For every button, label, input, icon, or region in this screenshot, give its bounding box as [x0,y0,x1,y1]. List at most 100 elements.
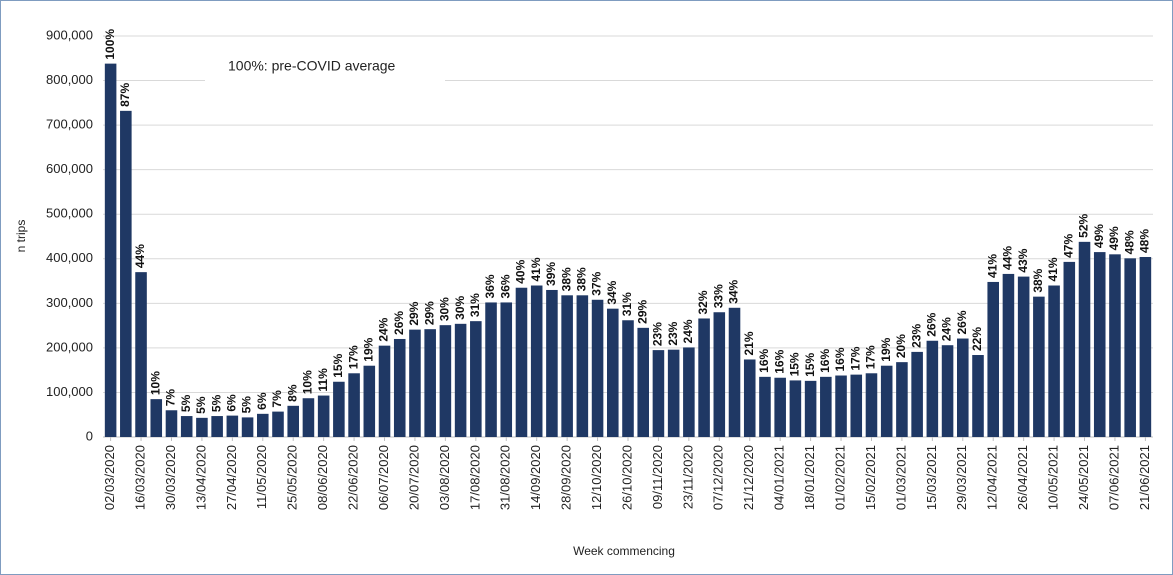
value-label: 24% [681,319,695,343]
annotation: 100%: pre-COVID average [228,58,396,74]
y-tick-label: 700,000 [46,117,93,132]
bar [880,365,893,437]
value-label: 100% [103,29,117,60]
value-label: 34% [727,279,741,303]
value-label: 49% [1107,226,1121,250]
bar [1109,254,1121,437]
bar [591,299,604,437]
value-label: 32% [696,290,710,314]
bar [104,63,117,437]
x-tick-label: 30/03/2020 [163,445,178,510]
bar [180,416,193,437]
x-tick-label: 17/08/2020 [467,445,482,510]
bar [576,295,589,437]
bar [226,415,239,437]
bar [470,321,482,437]
value-label: 41% [1046,257,1060,281]
bar [850,374,863,437]
bar [1124,258,1136,437]
bar [530,285,543,437]
value-label: 17% [848,346,862,370]
bar [698,318,710,437]
value-label: 26% [925,312,939,336]
bar [1033,296,1045,437]
bar [941,345,954,437]
value-label: 23% [651,322,665,346]
value-label: 33% [711,284,725,308]
bar [211,416,223,437]
y-tick-label: 0 [86,428,93,443]
x-tick-label: 07/12/2020 [711,445,726,510]
bar [196,417,208,437]
y-tick-label: 300,000 [46,295,93,310]
bar [865,373,878,437]
bar [713,312,726,437]
y-tick-label: 100,000 [46,384,93,399]
x-tick-label: 09/11/2020 [650,445,665,509]
y-axis-label: n trips [14,220,28,253]
x-tick-label: 02/03/2020 [102,445,117,510]
value-label: 38% [559,267,573,291]
bar [622,320,634,437]
value-label: 19% [879,337,893,361]
bar [409,329,421,437]
value-label: 29% [422,301,436,325]
bar [272,411,284,437]
bar [287,405,299,437]
value-label: 29% [635,299,649,323]
bar [972,355,984,437]
bar [743,359,756,437]
bar [759,376,771,437]
y-tick-label: 200,000 [46,339,93,354]
x-tick-label: 22/06/2020 [346,445,361,510]
x-tick-label: 08/06/2020 [315,445,330,510]
bar [165,410,178,437]
bar [896,362,908,437]
bar [926,340,939,437]
x-tick-label: 27/04/2020 [224,445,239,510]
value-label: 52% [1077,213,1091,237]
value-label: 17% [864,345,878,369]
x-tick-label: 26/10/2020 [619,445,634,510]
bar [561,295,573,437]
value-label: 7% [270,390,284,408]
x-tick-label: 11/05/2020 [254,445,269,509]
value-label: 15% [331,353,345,377]
bar [637,327,649,437]
value-label: 16% [772,349,786,373]
bar [150,399,163,437]
value-label: 11% [316,368,330,392]
bar [333,381,345,437]
x-tick-label: 06/07/2020 [376,445,391,510]
x-tick-label: 21/12/2020 [741,445,756,510]
bar [1063,261,1076,437]
value-label: 22% [970,327,984,351]
x-tick-label: 10/05/2021 [1046,445,1061,510]
value-label: 48% [1122,230,1136,254]
bar [728,307,741,437]
value-label: 39% [544,262,558,286]
bar [1078,241,1091,437]
value-label: 23% [666,321,680,345]
annotation-bg [205,52,445,82]
value-label: 36% [498,274,512,298]
y-tick-label: 400,000 [46,250,93,265]
value-label: 48% [1138,229,1152,253]
y-tick-label: 600,000 [46,161,93,176]
value-label: 20% [894,334,908,358]
x-tick-label: 16/03/2020 [132,445,147,510]
bar [774,377,786,437]
value-label: 23% [909,324,923,348]
x-tick-label: 25/05/2020 [285,445,300,510]
x-tick-label: 29/03/2021 [954,445,969,510]
bar [820,376,832,437]
x-tick-label: 18/01/2021 [802,445,817,510]
bar [485,302,497,437]
value-label: 16% [757,349,771,373]
bar [424,329,436,437]
value-label: 10% [148,371,162,395]
bar [393,338,406,437]
bar [804,380,817,437]
x-tick-label: 14/09/2020 [528,445,543,510]
